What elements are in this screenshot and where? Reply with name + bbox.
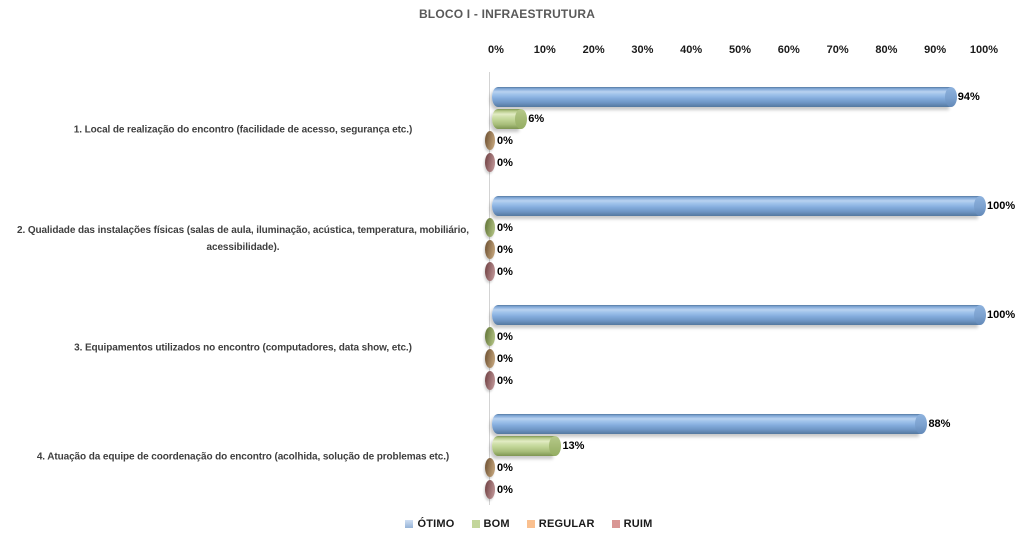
value-label: 88% (928, 418, 951, 430)
zero-value-marker-ruim (485, 153, 495, 172)
x-axis-tick-label: 70% (826, 44, 849, 56)
x-axis-tick-label: 80% (875, 44, 898, 56)
x-axis-tick-label: 20% (582, 44, 605, 56)
bar-end-cap (944, 87, 957, 107)
category-label: 1. Local de realização do encontro (faci… (73, 124, 413, 136)
value-label: 0% (497, 353, 513, 365)
value-label: 0% (497, 135, 513, 147)
chart-legend: ÓTIMO BOM REGULAR RUIM (0, 518, 1024, 530)
legend-label: ÓTIMO (417, 518, 455, 530)
value-axis-line (489, 72, 490, 505)
value-label: 100% (987, 200, 1016, 212)
legend-item-regular: REGULAR (526, 518, 595, 530)
legend-swatch-regular (526, 520, 535, 528)
bar-otimo (492, 87, 951, 107)
bar-bom (492, 436, 556, 456)
category-label: 3. Equipamentos utilizados no encontro (… (74, 342, 412, 354)
value-label: 0% (497, 157, 513, 169)
legend-swatch-ruim (611, 520, 620, 528)
legend-swatch-otimo (405, 520, 414, 528)
zero-value-marker-regular (485, 240, 495, 259)
legend-label: REGULAR (538, 518, 595, 530)
bar-end-cap (549, 436, 562, 456)
value-label: 0% (497, 462, 513, 474)
legend-item-otimo: ÓTIMO (405, 518, 454, 530)
value-label: 0% (497, 244, 513, 256)
zero-value-marker-regular (485, 349, 495, 368)
legend-item-bom: BOM (471, 518, 510, 530)
x-axis-tick-label: 100% (969, 44, 999, 56)
bar-otimo (492, 305, 980, 325)
x-axis-tick-label: 90% (924, 44, 947, 56)
category-label: 2. Qualidade das instalações físicas (sa… (17, 225, 469, 253)
legend-swatch-bom (471, 520, 480, 528)
value-label: 0% (497, 484, 513, 496)
category-label: 4. Atuação da equipe de coordenação do e… (36, 451, 450, 463)
value-label: 0% (497, 331, 513, 343)
x-axis-tick-label: 30% (631, 44, 654, 56)
x-axis-tick-label: 40% (680, 44, 703, 56)
zero-value-marker-ruim (485, 371, 495, 390)
bar-end-cap (515, 109, 528, 129)
plot-area: 0% 10% 20% 30% 40% 50% 60% 70% 80% 90% 100% 94% 6% 0%… (485, 44, 1015, 506)
value-label: 6% (528, 113, 545, 125)
value-label: 0% (497, 222, 513, 234)
zero-value-marker-ruim (485, 262, 495, 281)
bar-bom (492, 109, 522, 129)
bar-end-cap (974, 196, 986, 216)
zero-value-marker-regular (485, 458, 495, 477)
value-label: 0% (497, 375, 513, 387)
x-axis-tick-label: 50% (728, 44, 752, 56)
zero-value-marker-bom (485, 327, 495, 346)
bar-end-cap (974, 305, 986, 325)
value-label: 100% (987, 309, 1016, 321)
legend-label: RUIM (623, 518, 653, 530)
zero-value-marker-regular (485, 131, 495, 150)
bar-end-cap (915, 414, 928, 434)
bar-otimo (492, 196, 980, 216)
x-axis-tick-label: 60% (777, 44, 800, 56)
zero-value-marker-bom (485, 218, 495, 237)
zero-value-marker-ruim (485, 480, 495, 499)
value-label: 13% (562, 440, 585, 452)
chart-title: BLOCO I - INFRAESTRUTURA (418, 7, 596, 21)
legend-label: BOM (483, 518, 510, 530)
legend-item-ruim: RUIM (611, 518, 653, 530)
value-label: 0% (497, 266, 513, 278)
x-axis-tick-label: 0% (488, 44, 504, 56)
bar-otimo (492, 414, 922, 434)
x-axis-tick-label: 10% (533, 44, 556, 56)
value-label: 94% (957, 91, 980, 103)
